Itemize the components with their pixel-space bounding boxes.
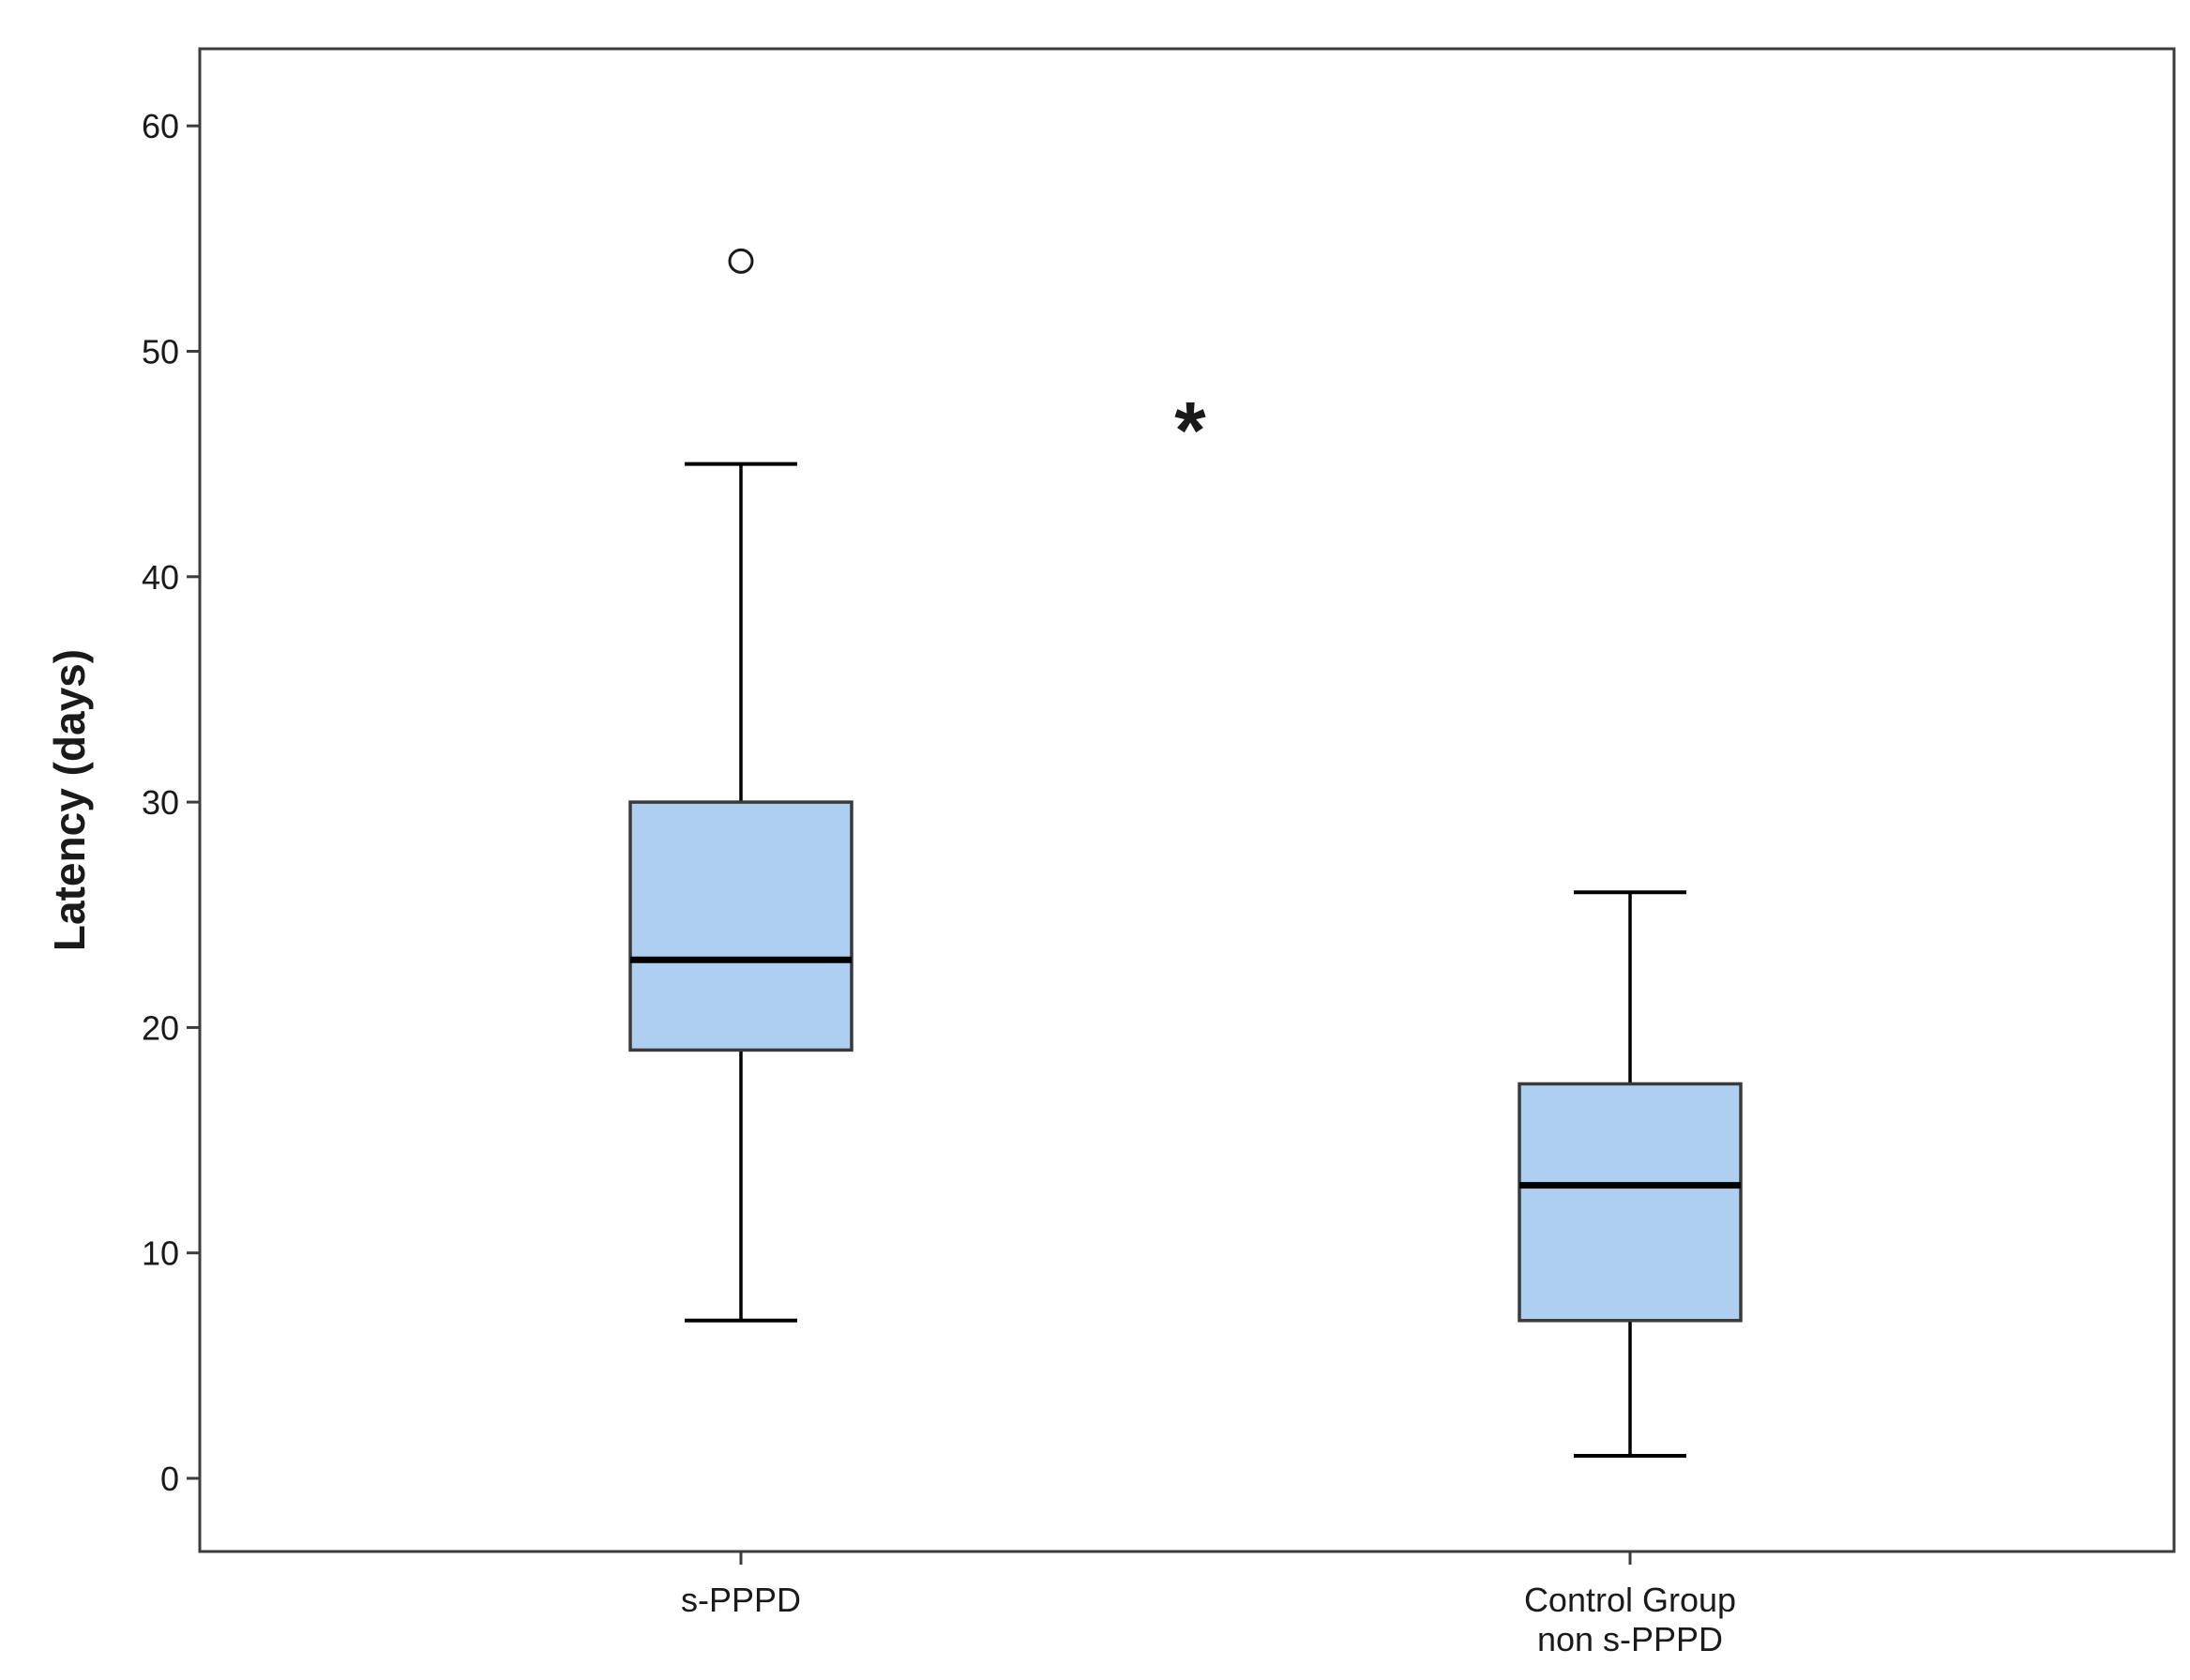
annotations: *	[1174, 386, 1206, 477]
y-tick-label: 0	[160, 1460, 179, 1498]
y-axis-title: Latency (days)	[45, 649, 94, 951]
y-axis: 0 10 20 30 40 50 60	[142, 107, 200, 1498]
box-group	[628, 248, 853, 1323]
boxes	[628, 248, 1743, 1458]
y-tick-label: 20	[142, 1008, 179, 1047]
y-tick-label: 50	[142, 333, 179, 371]
significance-marker: *	[1174, 386, 1206, 477]
box-group	[1518, 890, 1743, 1458]
y-tick-label: 10	[142, 1234, 179, 1273]
x-tick-label: Control Group	[1524, 1581, 1736, 1619]
x-tick-label: s-PPPD	[681, 1581, 801, 1619]
plot-frame	[198, 47, 2176, 1553]
y-tick-label: 30	[142, 783, 179, 822]
iqr-box	[1518, 1082, 1743, 1323]
iqr-box	[628, 800, 853, 1052]
y-tick-label: 60	[142, 107, 179, 145]
outlier-point	[728, 248, 754, 274]
x-tick-label: non s-PPPD	[1537, 1620, 1723, 1658]
y-tick-label: 40	[142, 558, 179, 597]
